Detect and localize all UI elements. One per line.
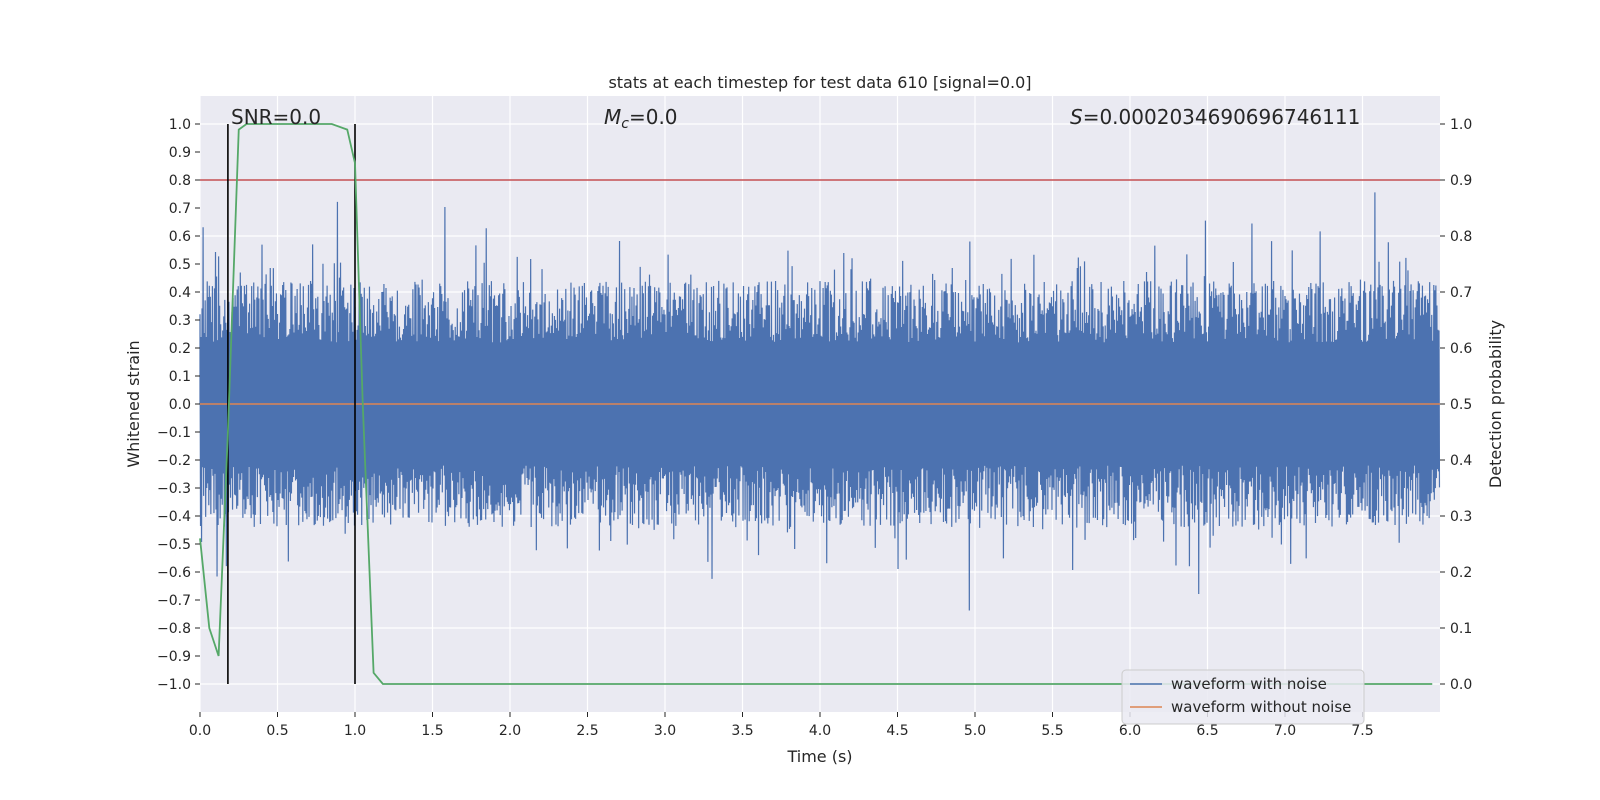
snr-annotation: SNR=0.0 <box>231 105 321 129</box>
left-y-tick-label: −0.9 <box>157 649 191 665</box>
left-y-tick-label: −1.0 <box>157 677 191 693</box>
x-tick-label: 4.0 <box>809 723 831 739</box>
x-axis-label: Time (s) <box>786 747 852 766</box>
s-annotation: S=0.0002034690696746111 <box>1070 105 1360 129</box>
overlay <box>199 123 1440 685</box>
right-y-axis: 1.0 0.9 0.8 0.7 0.6 0.5 0.4 0.3 0.2 0.1 0.0 <box>1440 117 1472 693</box>
waveform-with-noise-line <box>199 192 1441 611</box>
legend-label-noise: waveform with noise <box>1171 675 1327 693</box>
left-y-tick-label: −0.4 <box>157 509 191 525</box>
right-y-axis-label: Detection probability <box>1486 320 1505 488</box>
left-y-tick-label: −0.2 <box>157 453 191 469</box>
x-tick-label: 7.5 <box>1351 723 1373 739</box>
left-y-axis-label: Whitened strain <box>124 340 143 467</box>
x-tick-label: 6.5 <box>1196 723 1218 739</box>
right-y-tick-label: 1.0 <box>1450 117 1472 133</box>
right-y-tick-label: 0.5 <box>1450 397 1472 413</box>
left-y-tick-label: 0.6 <box>169 229 191 245</box>
left-y-axis: 1.0 0.9 0.8 0.7 0.6 0.5 0.4 0.3 0.2 0.1 0.0 −0.1 −0.… <box>157 117 200 693</box>
x-tick-label: 2.0 <box>499 723 521 739</box>
mc-symbol: M <box>604 105 621 129</box>
x-tick-label: 3.0 <box>654 723 676 739</box>
right-y-tick-label: 0.0 <box>1450 677 1472 693</box>
left-y-tick-label: 0.5 <box>169 257 191 273</box>
right-y-tick-label: 0.4 <box>1450 453 1472 469</box>
left-y-tick-label: −0.8 <box>157 621 191 637</box>
x-tick-label: 0.5 <box>266 723 288 739</box>
right-y-tick-label: 0.1 <box>1450 621 1472 637</box>
x-tick-label: 4.5 <box>886 723 908 739</box>
left-y-tick-label: −0.6 <box>157 565 191 581</box>
x-tick-label: 5.5 <box>1041 723 1063 739</box>
left-y-tick-label: 0.2 <box>169 341 191 357</box>
mc-subscript: c <box>621 116 629 132</box>
left-y-tick-label: 1.0 <box>169 117 191 133</box>
x-tick-label: 5.0 <box>964 723 986 739</box>
x-tick-label: 1.0 <box>344 723 366 739</box>
legend-box <box>1121 669 1365 725</box>
left-y-tick-label: 0.7 <box>169 201 191 217</box>
x-axis: 0.0 0.5 1.0 1.5 2.0 2.5 3.0 3.5 4.0 4.5 5.0 5.5 6.0 6… <box>189 712 1374 739</box>
waveform-with-noise-series <box>199 192 1441 611</box>
right-y-tick-label: 0.2 <box>1450 565 1472 581</box>
s-symbol: S <box>1070 105 1083 129</box>
right-y-tick-label: 0.9 <box>1450 173 1472 189</box>
right-y-tick-label: 0.7 <box>1450 285 1472 301</box>
left-y-tick-label: −0.1 <box>157 425 191 441</box>
left-y-tick-label: 0.1 <box>169 369 191 385</box>
chirp-mass-annotation: Mc=0.0 <box>604 105 678 132</box>
x-tick-label: 6.0 <box>1119 723 1141 739</box>
mc-value: =0.0 <box>629 105 678 129</box>
left-y-tick-label: 0.9 <box>169 145 191 161</box>
left-y-tick-label: 0.0 <box>169 397 191 413</box>
right-y-tick-label: 0.3 <box>1450 509 1472 525</box>
detection-probability-line <box>199 123 1433 685</box>
x-tick-label: 7.0 <box>1274 723 1296 739</box>
left-y-tick-label: −0.5 <box>157 537 191 553</box>
left-y-tick-label: 0.3 <box>169 313 191 329</box>
s-value: =0.0002034690696746111 <box>1083 105 1361 129</box>
left-y-tick-label: 0.8 <box>169 173 191 189</box>
right-y-tick-label: 0.8 <box>1450 229 1472 245</box>
right-y-tick-label: 0.6 <box>1450 341 1472 357</box>
x-tick-label: 1.5 <box>421 723 443 739</box>
left-y-tick-label: −0.3 <box>157 481 191 497</box>
chart-title: stats at each timestep for test data 610… <box>608 73 1031 92</box>
left-y-tick-label: 0.4 <box>169 285 191 301</box>
x-tick-label: 2.5 <box>576 723 598 739</box>
legend: waveform with noise waveform without noi… <box>1121 669 1365 725</box>
left-y-tick-label: −0.7 <box>157 593 191 609</box>
x-tick-label: 3.5 <box>731 723 753 739</box>
x-tick-label: 0.0 <box>189 723 211 739</box>
legend-label-clean: waveform without noise <box>1171 698 1351 716</box>
